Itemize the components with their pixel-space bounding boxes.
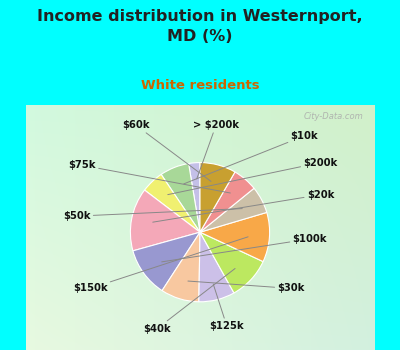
Text: > $200k: > $200k xyxy=(193,120,239,179)
Text: $30k: $30k xyxy=(188,281,305,293)
Text: $125k: $125k xyxy=(210,284,244,331)
Wedge shape xyxy=(144,174,200,232)
Wedge shape xyxy=(161,163,200,232)
Text: $200k: $200k xyxy=(168,158,338,195)
Wedge shape xyxy=(189,162,200,232)
Text: $100k: $100k xyxy=(162,234,327,262)
Text: $50k: $50k xyxy=(63,209,242,221)
Wedge shape xyxy=(199,232,234,302)
Text: $60k: $60k xyxy=(122,120,211,181)
Wedge shape xyxy=(200,212,270,261)
Text: Income distribution in Westernport,
MD (%): Income distribution in Westernport, MD (… xyxy=(37,9,363,43)
Wedge shape xyxy=(133,232,200,290)
Wedge shape xyxy=(200,188,267,232)
Wedge shape xyxy=(200,232,263,293)
Text: White residents: White residents xyxy=(141,79,259,92)
Wedge shape xyxy=(200,172,254,232)
Text: $150k: $150k xyxy=(73,237,248,293)
Wedge shape xyxy=(200,162,235,232)
Text: $10k: $10k xyxy=(184,131,318,184)
Wedge shape xyxy=(130,190,200,251)
Text: $20k: $20k xyxy=(153,190,334,222)
Text: $40k: $40k xyxy=(143,268,235,334)
Text: $75k: $75k xyxy=(68,160,230,193)
Wedge shape xyxy=(162,232,200,302)
Text: City-Data.com: City-Data.com xyxy=(304,112,363,121)
